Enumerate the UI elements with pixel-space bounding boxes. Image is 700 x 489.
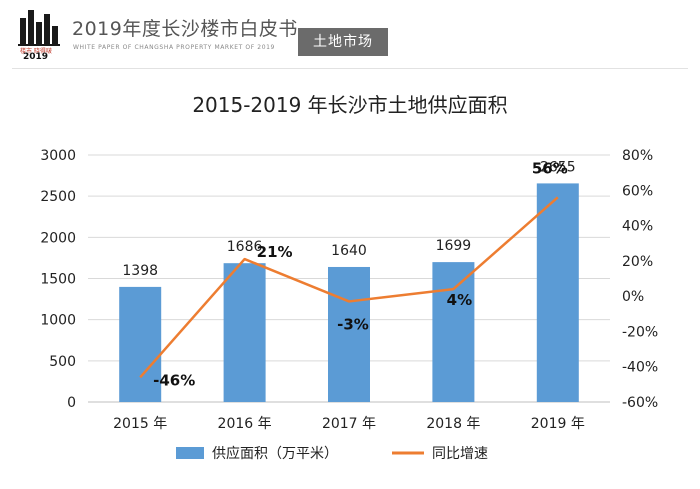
x-tick-label: 2015 年 [113, 416, 167, 432]
bar [536, 183, 579, 402]
y-left-tick-label: 0 [67, 395, 76, 411]
report-header: 楼市 晓得啵 2019 2019年度长沙楼市白皮书 WHITE PAPER OF… [0, 0, 700, 69]
bar-value-label: 1640 [331, 243, 367, 259]
logo-brand-text: 楼市 晓得啵 [20, 48, 52, 55]
axes: 0 500 1000 1500 2000 2500 3000 -60% -40% -20% 0% 20… [40, 148, 658, 432]
y-right-tick-label: -20% [622, 324, 658, 340]
bar [432, 262, 475, 402]
bar [328, 266, 370, 402]
growth-rate-label: 56% [532, 159, 568, 177]
x-tick-label: 2016 年 [218, 416, 272, 432]
x-tick-label: 2019 年 [531, 416, 585, 432]
legend-line-label: 同比增速 [432, 446, 488, 462]
growth-rate-label: 4% [447, 291, 472, 309]
x-tick-label: 2017 年 [322, 416, 376, 432]
bar-value-label: 2655 [540, 159, 576, 175]
logo-year-text: 2019 [23, 52, 49, 62]
y-right-tick-label: 40% [622, 219, 653, 235]
legend-bar-label: 供应面积（万平米） [212, 445, 338, 462]
y-right-tick-label: 20% [622, 254, 653, 270]
y-left-tick-label: 500 [49, 354, 76, 370]
chart-title: 2015-2019 年长沙市土地供应面积 [192, 93, 507, 117]
y-right-tick-label: -60% [622, 395, 658, 411]
line-series [139, 196, 559, 379]
bar-series [119, 183, 579, 402]
building-logo-icon [18, 10, 60, 46]
y-right-tick-label: 80% [622, 148, 653, 164]
legend-bar-swatch [176, 447, 204, 459]
growth-rate-line [139, 196, 559, 379]
bar [223, 263, 266, 402]
report-logo: 楼市 晓得啵 2019 [18, 8, 64, 62]
growth-rate-label: -3% [337, 315, 369, 333]
y-right-tick-label: 0% [622, 289, 644, 305]
bar [119, 286, 162, 402]
section-tag: 土地市场 [298, 28, 388, 56]
header-divider [12, 68, 688, 69]
bar-value-label: 1686 [227, 239, 263, 255]
y-left-tick-label: 1500 [40, 272, 76, 288]
growth-rate-label: 21% [257, 243, 293, 261]
y-left-tick-label: 2000 [40, 230, 76, 246]
report-subtitle: WHITE PAPER OF CHANGSHA PROPERTY MARKET … [73, 44, 275, 51]
data-labels: 1398 1686 1640 1699 2655 -46% 21% -3% 4% 56% [122, 159, 575, 389]
chart-legend: 供应面积（万平米） 同比增速 [176, 445, 488, 462]
y-right-tick-label: 60% [622, 183, 653, 199]
bar-value-label: 1398 [122, 263, 158, 279]
y-left-tick-label: 2500 [40, 189, 76, 205]
bar-value-label: 1699 [436, 238, 472, 254]
x-tick-label: 2018 年 [426, 416, 480, 432]
y-left-tick-label: 3000 [40, 148, 76, 164]
y-right-tick-label: -40% [622, 360, 658, 376]
report-title: 2019年度长沙楼市白皮书 [72, 18, 298, 40]
y-left-tick-label: 1000 [40, 313, 76, 329]
growth-rate-label: -46% [153, 371, 195, 389]
